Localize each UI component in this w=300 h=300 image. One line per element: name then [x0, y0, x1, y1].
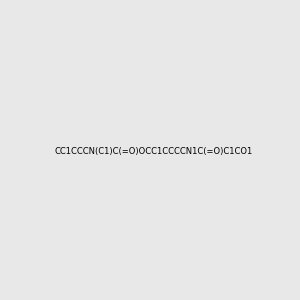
- Text: CC1CCCN(C1)C(=O)OCC1CCCCN1C(=O)C1CO1: CC1CCCN(C1)C(=O)OCC1CCCCN1C(=O)C1CO1: [55, 147, 253, 156]
